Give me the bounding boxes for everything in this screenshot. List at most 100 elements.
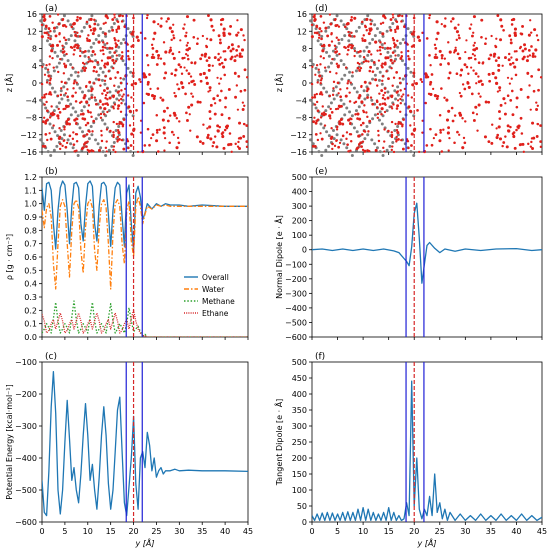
molecule-methane: [55, 105, 59, 109]
molecule-water: [136, 39, 140, 42]
y-tick-label: 0.3: [24, 293, 37, 302]
molecule-water: [532, 89, 536, 93]
molecule-water: [429, 92, 433, 97]
molecule-water: [241, 108, 245, 111]
molecule-water: [58, 31, 61, 35]
molecule-water: [155, 49, 159, 53]
molecule-water: [114, 76, 117, 79]
y-tick-label: 300: [292, 202, 307, 211]
molecule-water: [399, 81, 402, 85]
molecule-water: [122, 147, 126, 151]
molecule-water: [173, 91, 176, 95]
x-tick-label: 15: [384, 527, 394, 536]
molecule-methane: [117, 53, 121, 57]
molecule-water: [369, 18, 372, 22]
molecule-water: [105, 140, 108, 143]
molecule-water: [78, 16, 82, 20]
molecule-methane: [394, 57, 398, 61]
molecule-water: [129, 144, 133, 147]
molecule-water: [513, 27, 517, 31]
molecule-water: [480, 18, 484, 22]
molecule-water: [349, 149, 352, 152]
molecule-water: [166, 17, 170, 21]
molecule-water: [501, 64, 504, 67]
molecule-water: [443, 24, 447, 28]
molecule-water: [88, 130, 91, 133]
molecule-methane: [45, 39, 49, 43]
molecule-water: [179, 39, 182, 42]
molecule-water: [337, 92, 340, 95]
molecule-water: [475, 113, 479, 116]
molecule-methane: [73, 39, 77, 43]
molecule-water: [136, 150, 140, 154]
molecule-water: [472, 15, 476, 19]
molecule-water: [89, 111, 92, 114]
molecule-water: [317, 68, 320, 71]
molecule-methane: [69, 102, 73, 106]
molecule-water: [218, 62, 222, 66]
molecule-water: [119, 77, 122, 80]
molecule-water: [504, 102, 507, 105]
molecule-water: [117, 104, 121, 108]
molecule-water: [115, 30, 118, 34]
x-tick-label: 0: [309, 527, 314, 536]
molecule-water: [149, 87, 152, 90]
molecule-water: [161, 98, 165, 102]
molecule-methane: [340, 37, 344, 41]
molecule-methane: [56, 54, 60, 58]
molecule-water: [113, 13, 116, 16]
molecule-methane: [110, 54, 114, 58]
molecule-methane: [97, 34, 101, 38]
molecule-water: [245, 140, 249, 143]
molecule-water: [350, 44, 353, 47]
legend-entry: Methane: [202, 297, 235, 306]
molecule-water: [192, 18, 196, 22]
molecule-water: [62, 139, 65, 143]
molecule-water: [142, 75, 146, 79]
x-tick-label: 25: [435, 527, 445, 536]
molecule-water: [397, 14, 400, 18]
y-tick-label: −400: [15, 454, 37, 463]
y-axis-label: ρ [g · cm⁻³]: [5, 234, 14, 280]
molecule-water: [470, 23, 473, 26]
molecule-methane: [371, 117, 375, 121]
molecule-water: [430, 143, 434, 147]
molecule-methane: [51, 126, 55, 130]
molecule-methane: [110, 25, 114, 29]
molecule-water: [495, 127, 498, 130]
molecule-water: [338, 122, 341, 126]
molecule-water: [484, 37, 488, 40]
molecule-methane: [316, 39, 320, 43]
molecule-water: [531, 54, 535, 58]
molecule-water: [43, 144, 47, 148]
molecule-water: [65, 105, 69, 109]
molecule-methane: [81, 90, 85, 94]
molecule-water: [316, 109, 320, 113]
molecule-water: [58, 137, 61, 140]
molecule-water: [392, 103, 395, 106]
y-tick-label: −200: [285, 275, 307, 284]
molecule-water: [105, 102, 109, 105]
molecule-methane: [332, 137, 336, 141]
panel-label: (a): [45, 4, 58, 14]
molecule-water: [208, 117, 212, 120]
molecule-water: [361, 148, 365, 151]
molecule-water: [172, 23, 175, 26]
molecule-water: [320, 37, 323, 41]
molecule-water: [336, 107, 340, 110]
y-tick-label: 0.5: [24, 266, 37, 275]
molecule-water: [64, 92, 67, 95]
molecule-water: [319, 81, 322, 85]
molecule-water: [335, 139, 338, 143]
molecule-water: [179, 65, 183, 69]
molecule-water: [82, 50, 86, 54]
molecule-methane: [409, 70, 413, 74]
molecule-water: [341, 122, 345, 126]
molecule-water: [80, 100, 83, 104]
molecule-water: [312, 120, 316, 124]
molecule-water: [59, 57, 62, 61]
molecule-water: [411, 83, 415, 87]
molecule-water: [497, 68, 501, 72]
molecule-water: [445, 98, 449, 102]
molecule-water: [387, 77, 390, 81]
